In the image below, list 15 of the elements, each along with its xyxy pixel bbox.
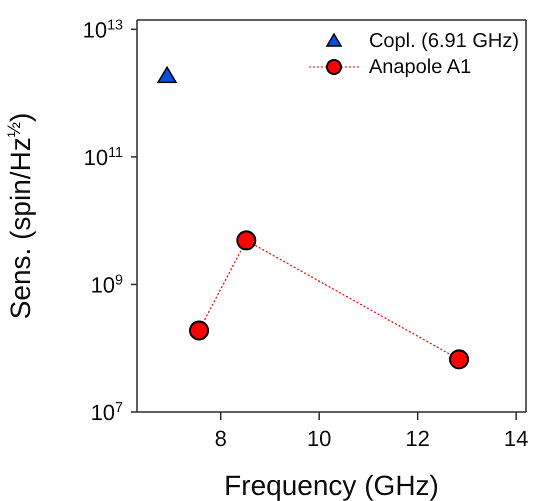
point	[157, 66, 177, 84]
x-tick-label: 14	[504, 426, 528, 451]
x-tick-label: 10	[306, 426, 332, 451]
x-tick-label: 12	[405, 426, 430, 451]
y-tick-label: 10$^{11}$	[84, 144, 124, 170]
point	[449, 349, 470, 370]
point	[189, 320, 210, 340]
point	[236, 230, 256, 250]
x-axis-title: Frequency (GHz)	[224, 470, 439, 501]
y-tick-label: 10$^{9}$	[90, 272, 124, 298]
y-tick-label: 10$^{13}$	[82, 17, 124, 42]
x-tick-label: 8	[214, 426, 227, 451]
legend-label: Copl. (6.91 GHz)	[368, 30, 519, 52]
legend-label: Anapole A1	[368, 56, 472, 78]
y-tick-label: 10$^{7}$	[90, 400, 124, 425]
